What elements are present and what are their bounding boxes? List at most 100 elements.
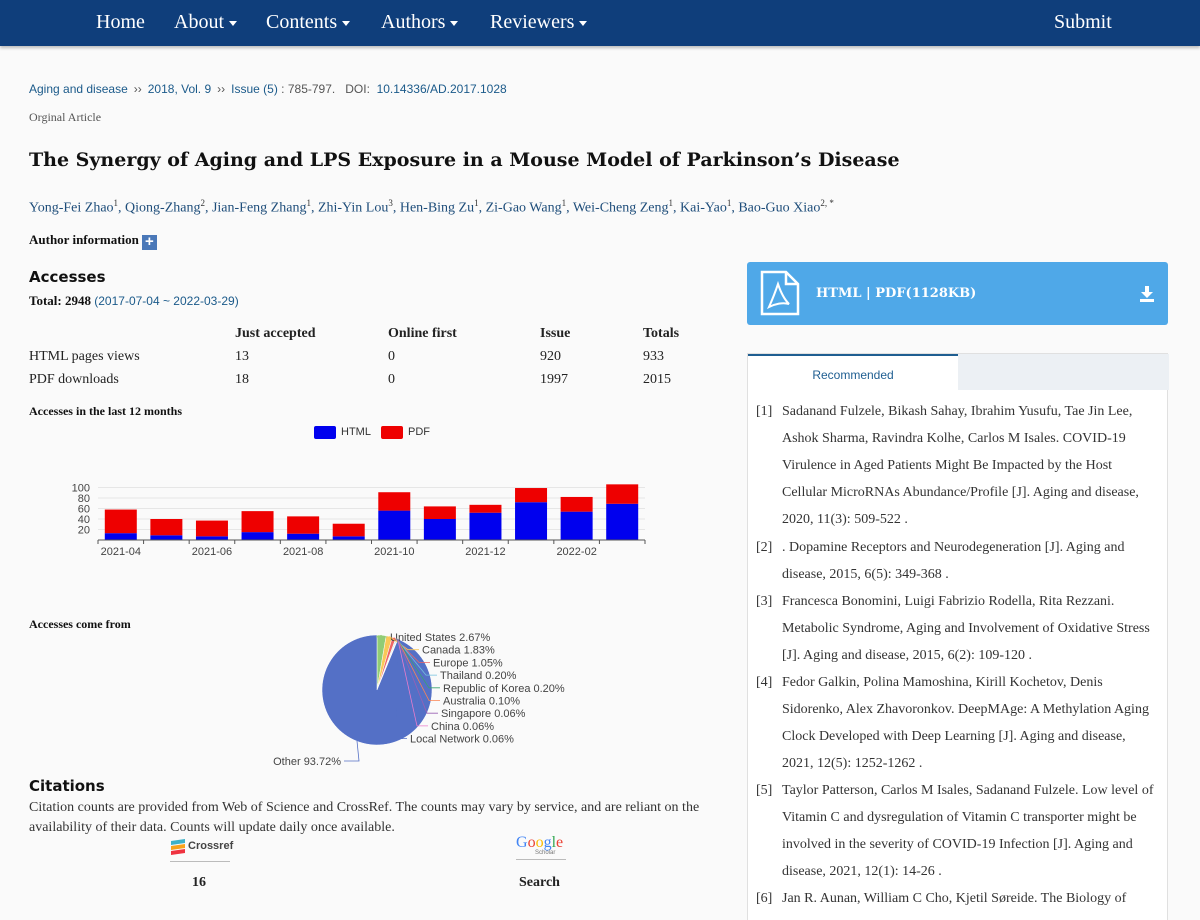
bar-pdf[interactable] [332,523,365,537]
nav-home-label: Home [96,11,145,33]
nav-authors[interactable]: Authors [381,11,459,34]
breadcrumb-volume[interactable]: 2018, Vol. 9 [147,82,212,96]
ref-text[interactable]: Fedor Galkin, Polina Mamoshina, Kirill K… [782,675,1149,771]
pie-leader-line [396,638,440,701]
pie-label: Other 93.72% [273,756,341,768]
pie-slice[interactable] [321,634,433,746]
bar-pdf[interactable] [423,506,456,519]
ref-text[interactable]: Jan R. Aunan, William C Cho, Kjetil Søre… [782,891,1127,906]
author-name[interactable]: Hen-Bing Zu [399,200,475,216]
pie-label: Thailand 0.20% [440,670,517,682]
bar-html[interactable] [378,510,411,540]
nav-reviewers[interactable]: Reviewers [490,11,588,34]
y-tick-label: 20 [78,525,90,537]
bar-html[interactable] [469,512,502,540]
total-count: Total: 2948 [29,293,91,308]
bar-pdf[interactable] [469,504,502,513]
recommended-item[interactable]: [5] Taylor Patterson, Carlos M Isales, Sa… [756,777,1156,885]
ref-text[interactable]: Sadanand Fulzele, Bikash Sahay, Ibrahim … [782,404,1139,527]
author-affiliation: 1 [306,198,311,208]
author-name[interactable]: Qiong-Zhang [125,200,201,216]
pie-leader-line [397,638,428,727]
author-name[interactable]: Zi-Gao Wang [485,200,562,216]
bar-pdf[interactable] [560,496,593,512]
bar-pdf[interactable] [287,516,320,534]
crossref-logo[interactable]: Crossref [170,838,234,862]
legend-swatch-html[interactable] [314,426,336,439]
bar-html[interactable] [423,519,456,540]
pie-label: Republic of Korea 0.20% [443,683,565,695]
breadcrumb-journal[interactable]: Aging and disease [29,82,128,96]
recommended-item[interactable]: [4] Fedor Galkin, Polina Mamoshina, Kiril… [756,669,1156,777]
table-cell: 2015 [643,372,671,387]
bar-pdf[interactable] [241,511,274,533]
author-name[interactable]: Bao-Guo Xiao [738,200,821,216]
crossref-count: 16 [192,875,206,890]
nav-about[interactable]: About [174,11,237,34]
article-title: The Synergy of Aging and LPS Exposure in… [29,149,900,171]
citations-text: Citation counts are provided from Web of… [29,800,700,835]
nav-home[interactable]: Home [96,11,145,34]
crossref-logo-text: Crossref [188,840,234,852]
author-affiliation: 1 [668,198,674,208]
author-name[interactable]: Kai-Yao [680,200,727,216]
accesses-total: Total: 2948 (2017-07-04 ~ 2022-03-29) [29,293,239,309]
author-name[interactable]: Yong-Fei Zhao [29,200,114,216]
author-name[interactable]: Wei-Cheng Zeng [572,200,669,216]
bar-html[interactable] [287,533,320,540]
article-type: Orginal Article [29,110,102,124]
bar-html[interactable] [150,535,183,540]
pie-label: United States 2.67% [390,632,491,644]
bar-html[interactable] [104,533,137,540]
breadcrumb-issue[interactable]: Issue (5) [231,82,278,96]
google-scholar-logo[interactable]: Google Scholar [516,834,566,860]
download-icon[interactable] [1140,286,1154,302]
plus-icon[interactable]: + [141,234,157,250]
download-button[interactable]: HTML | PDF(1128KB) [747,262,1168,325]
tab-recommended[interactable]: Recommended [748,354,958,390]
bar-pdf[interactable] [378,492,411,511]
bar-html[interactable] [515,502,548,540]
recommended-item[interactable]: [1] Sadanand Fulzele, Bikash Sahay, Ibrah… [756,398,1156,533]
author-affiliation: 1 [474,198,479,208]
bar-html[interactable] [332,536,365,540]
recommended-item[interactable]: [2] . Dopamine Receptors and Neurodegener… [756,534,1156,588]
bar-html[interactable] [560,511,593,540]
ref-text[interactable]: Francesca Bonomini, Luigi Fabrizio Rodel… [782,594,1150,663]
bar-html[interactable] [241,532,274,540]
ref-text[interactable]: Taylor Patterson, Carlos M Isales, Sadan… [782,783,1154,879]
table-cell: 1997 [540,372,568,387]
bar-pdf[interactable] [195,520,228,537]
bar-pdf[interactable] [104,509,137,534]
legend-swatch-pdf[interactable] [381,426,403,439]
row-label: HTML pages views [29,349,140,364]
author-name[interactable]: Zhi-Yin Lou [317,200,389,216]
pie-leader-line [375,634,387,638]
recommended-item[interactable]: [3] Francesca Bonomini, Luigi Fabrizio Ro… [756,588,1156,669]
author-name[interactable]: Jian-Feng Zhang [211,200,307,216]
nav-submit[interactable]: Submit [1054,11,1112,34]
bar-pdf[interactable] [606,484,639,504]
author-info-toggle[interactable]: Author information + [29,232,157,250]
total-range: (2017-07-04 ~ 2022-03-29) [94,294,239,308]
table-cell: 920 [540,349,561,364]
bar-html[interactable] [606,503,639,540]
table-cell: 0 [388,349,395,364]
doi-link[interactable]: 10.14336/AD.2017.1028 [376,82,507,96]
legend-label-html[interactable]: HTML [341,426,371,438]
nav-contents-label: Contents [266,11,338,33]
bar-pdf[interactable] [515,488,548,503]
breadcrumb: Aging and disease ›› 2018, Vol. 9 ›› Issue (… [29,82,507,96]
ref-number: [4] [756,675,773,690]
author-affiliation: 1 [561,198,567,208]
bar-pdf[interactable] [150,519,183,536]
col-online-first: Online first [388,326,457,341]
y-tick-label: 80 [78,493,90,505]
nav-contents[interactable]: Contents [266,11,351,34]
ref-text[interactable]: . Dopamine Receptors and Neurodegenerati… [782,540,1125,582]
bar-html[interactable] [195,536,228,540]
recommended-item[interactable]: [6] Jan R. Aunan, William C Cho, Kjetil S… [756,885,1156,912]
legend-label-pdf[interactable]: PDF [408,426,430,438]
col-just-accepted: Just accepted [235,326,316,341]
ref-number: [3] [756,594,773,609]
